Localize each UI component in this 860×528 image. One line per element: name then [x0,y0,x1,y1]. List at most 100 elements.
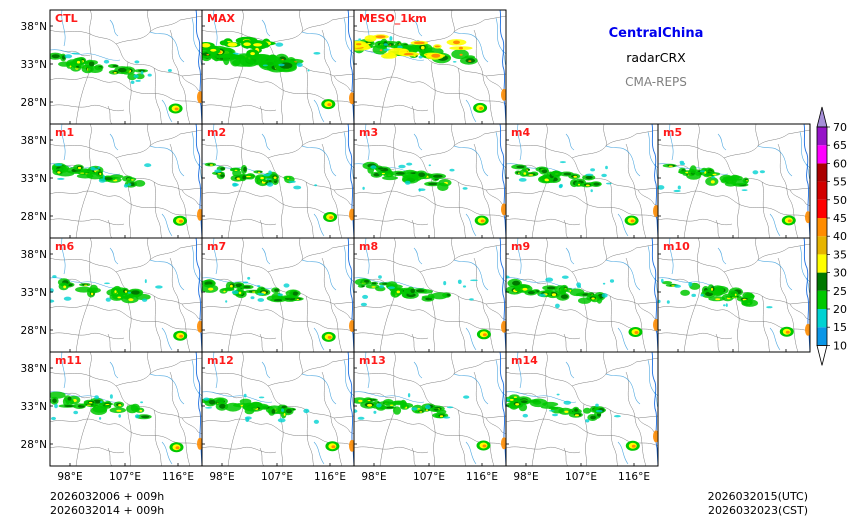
colorbar-tick-label: 20 [833,303,847,316]
panel-map-content [202,238,354,352]
lon-tick-label: 98°E [361,471,386,483]
colorbar-swatch [817,218,827,237]
radar-echo-field [50,275,202,341]
panel-map-content [202,124,354,238]
colorbar-extend-min [816,345,828,366]
panel-label: m11 [55,354,82,367]
map-panel-m4: m4 [505,123,659,239]
lat-tick-label: 38°N [21,135,47,147]
map-panel-m6: m6 [49,237,203,353]
map-panel-ctl: CTL [49,9,203,125]
radar-echo-field [50,391,202,453]
lon-tick-label: 116°E [466,471,498,483]
colorbar-swatch [817,163,827,182]
lat-tick-label: 28°N [21,97,47,109]
radar-echo-field [50,52,202,114]
panel-map-content [50,352,202,466]
map-panel-m3: m3 [353,123,507,239]
longitude-axis: 98°E 107°E 116°E 98°E 107°E 116°E 98°E 107°E 116… [57,471,650,483]
lon-tick-label: 116°E [618,471,650,483]
panel-label: m9 [511,240,530,253]
radar-echo-field [362,161,506,226]
panel-label: m4 [511,126,530,139]
panel-label: m6 [55,240,74,253]
model-title: CMA-REPS [625,75,687,89]
lat-tick-label: 28°N [21,211,47,223]
map-panel-m12: m12 [201,351,355,467]
lat-tick-label: 33°N [21,59,47,71]
radar-echo-field [51,163,202,226]
panel-label: m10 [663,240,690,253]
footer: 2026032006 + 009h 2026032014 + 009h 2026… [50,490,808,517]
radar-echo-field [354,34,506,113]
lon-tick-label: 107°E [109,471,141,483]
colorbar-tick-label: 45 [833,212,847,225]
colorbar-swatch [817,145,827,164]
lat-tick-label: 38°N [21,363,47,375]
colorbar-swatch [817,290,827,309]
lat-tick-label: 33°N [21,401,47,413]
colorbar-swatch [817,181,827,200]
radar-echo-field [506,275,658,337]
init-time-line-1: 2026032006 + 009h [50,490,164,503]
colorbar-tick-label: 10 [833,339,847,352]
radar-echo-field [202,36,354,110]
panel-label: m1 [55,126,74,139]
colorbar-swatch [817,327,827,346]
colorbar-swatch [817,236,827,255]
colorbar-tick-label: 30 [833,267,847,280]
panel-map-content [354,238,506,352]
panel-grid: CTL MAX MESO_1km m1 m2 m3 m4 m5 m6 m7 m8 m9 m10 m11 m1… [49,9,811,467]
lat-tick-label: 33°N [21,287,47,299]
valid-time-utc: 2026032015(UTC) [708,490,808,503]
panel-label: MESO_1km [359,12,427,25]
lat-tick-label: 38°N [21,21,47,33]
radar-echo-field [202,276,354,342]
variable-title: radarCRX [626,50,686,65]
panel-label: CTL [55,12,78,25]
radar-echo-field [354,275,506,340]
radar-echo-field [511,161,658,226]
radar-echo-field [354,393,506,451]
panel-label: m7 [207,240,226,253]
lat-tick-label: 28°N [21,325,47,337]
panel-map-content [506,238,658,352]
lat-tick-label: 28°N [21,439,47,451]
panel-map-content [50,124,202,238]
panel-map-content [50,10,202,124]
colorbar-tick-label: 70 [833,121,847,134]
map-panel-m11: m11 [49,351,203,467]
panel-label: m8 [359,240,378,253]
radar-echo-field [202,393,354,452]
panel-map-content [354,10,506,124]
colorbar-extend-max [816,106,828,128]
map-panel-m2: m2 [201,123,355,239]
lon-tick-label: 107°E [261,471,293,483]
panel-map-content [202,352,354,466]
radar-echo-field [658,278,810,337]
panel-map-content [506,124,658,238]
lon-tick-label: 107°E [413,471,445,483]
colorbar-swatch [817,127,827,146]
panel-label: m14 [511,354,538,367]
colorbar: 10 15 20 25 30 35 40 45 50 55 60 65 70 [816,106,847,366]
panel-map-content [354,352,506,466]
colorbar-tick-label: 65 [833,139,847,152]
panel-label: m5 [663,126,682,139]
colorbar-swatch [817,199,827,218]
lon-tick-label: 98°E [57,471,82,483]
map-panel-m7: m7 [201,237,355,353]
colorbar-tick-label: 50 [833,194,847,207]
lon-tick-label: 98°E [513,471,538,483]
panel-label: MAX [207,12,235,25]
colorbar-tick-label: 55 [833,176,847,189]
lat-tick-label: 38°N [21,249,47,261]
valid-time-cst: 2026032023(CST) [708,504,808,517]
lon-tick-label: 98°E [209,471,234,483]
panel-map-content [506,352,658,466]
map-panel-m5: m5 [657,123,811,239]
radar-echo-field [506,393,658,451]
panel-map-content [658,124,810,238]
colorbar-tick-label: 15 [833,321,847,334]
panel-map-content [658,238,810,352]
